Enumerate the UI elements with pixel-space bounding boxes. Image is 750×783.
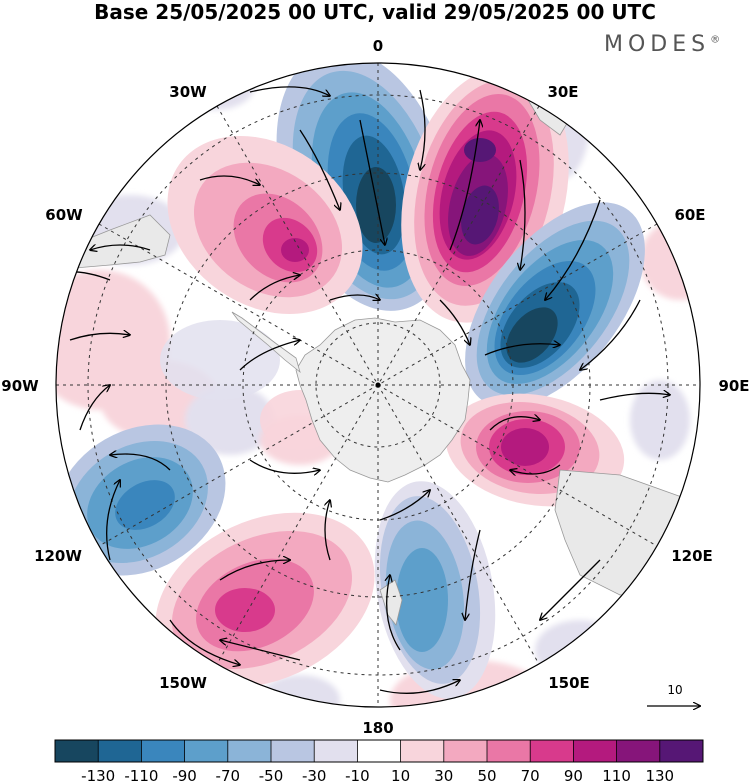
colorbar-swatch bbox=[55, 740, 99, 762]
lon-label-60w: 60W bbox=[45, 206, 83, 224]
colorbar-swatch bbox=[314, 740, 358, 762]
colorbar-swatch bbox=[141, 740, 186, 762]
colorbar-tick-label: -10 bbox=[345, 767, 370, 783]
colorbar-tick-label: 130 bbox=[645, 767, 674, 783]
lon-label-150w: 150W bbox=[159, 674, 207, 692]
lon-label-90e: 90E bbox=[718, 377, 749, 395]
colorbar-tick-label: 70 bbox=[521, 767, 540, 783]
colorbar-swatch bbox=[271, 740, 315, 762]
colorbar-tick-label: 10 bbox=[391, 767, 410, 783]
colorbar-swatch bbox=[616, 740, 661, 762]
antarctic-peninsula bbox=[231, 311, 301, 374]
colorbar-frame bbox=[54, 739, 704, 763]
colorbar-tick-label: 90 bbox=[564, 767, 583, 783]
colorbar-swatch bbox=[530, 740, 574, 762]
colorbar-swatch bbox=[227, 740, 272, 762]
lon-label-150e: 150E bbox=[548, 674, 590, 692]
anomaly-center-150w bbox=[155, 512, 375, 688]
modes-logo: MODES® bbox=[604, 32, 720, 57]
anomaly-field bbox=[56, 63, 700, 707]
colorbar-tick-label: 110 bbox=[602, 767, 631, 783]
colorbar-swatch bbox=[487, 740, 531, 762]
colorbar-tick-label: 30 bbox=[434, 767, 453, 783]
colorbar-swatch bbox=[400, 740, 445, 762]
south-pole-dot bbox=[375, 382, 381, 388]
colorbar-swatch bbox=[659, 740, 704, 762]
antarctica-landmass bbox=[295, 317, 471, 483]
lon-label-120e: 120E bbox=[671, 547, 713, 565]
map-border bbox=[55, 62, 701, 708]
colorbar-tick-label: -70 bbox=[216, 767, 241, 783]
anomaly-center-30w bbox=[167, 135, 363, 315]
brand-text: MODES bbox=[604, 32, 711, 57]
colorbar-swatch bbox=[357, 740, 402, 762]
anomaly-center-120w bbox=[56, 424, 226, 576]
colorbar: -130 -110 -90 -70 -50 -30 -10 10 30 50 70 90 110 130 bbox=[54, 739, 704, 783]
colorbar-tick-label: -30 bbox=[302, 767, 327, 783]
south-america bbox=[59, 214, 171, 269]
colorbar-swatch bbox=[573, 740, 618, 762]
colorbar-swatch bbox=[184, 740, 229, 762]
lon-label-30e: 30E bbox=[547, 83, 578, 101]
lon-label-180: 180 bbox=[362, 719, 393, 737]
colorbar-tick-label: -130 bbox=[81, 767, 115, 783]
reference-vector-label: 10 bbox=[667, 683, 682, 697]
anomaly-center-150e bbox=[374, 481, 496, 699]
lon-label-120w: 120W bbox=[34, 547, 82, 565]
lon-label-90w: 90W bbox=[1, 377, 39, 395]
lon-label-30w: 30W bbox=[169, 83, 207, 101]
wind-vectors bbox=[62, 86, 670, 694]
chart-title: Base 25/05/2025 00 UTC, valid 29/05/2025… bbox=[94, 0, 656, 24]
colorbar-tick-label: 50 bbox=[477, 767, 496, 783]
colorbar-tick-label: -50 bbox=[259, 767, 284, 783]
colorbar-tick-label: -110 bbox=[124, 767, 158, 783]
colorbar-swatch bbox=[98, 740, 142, 762]
colorbar-tick-label: -90 bbox=[172, 767, 197, 783]
lon-label-0: 0 bbox=[373, 37, 383, 55]
registered-mark: ® bbox=[710, 34, 721, 46]
colorbar-swatch bbox=[443, 740, 488, 762]
lon-label-60e: 60E bbox=[674, 206, 705, 224]
